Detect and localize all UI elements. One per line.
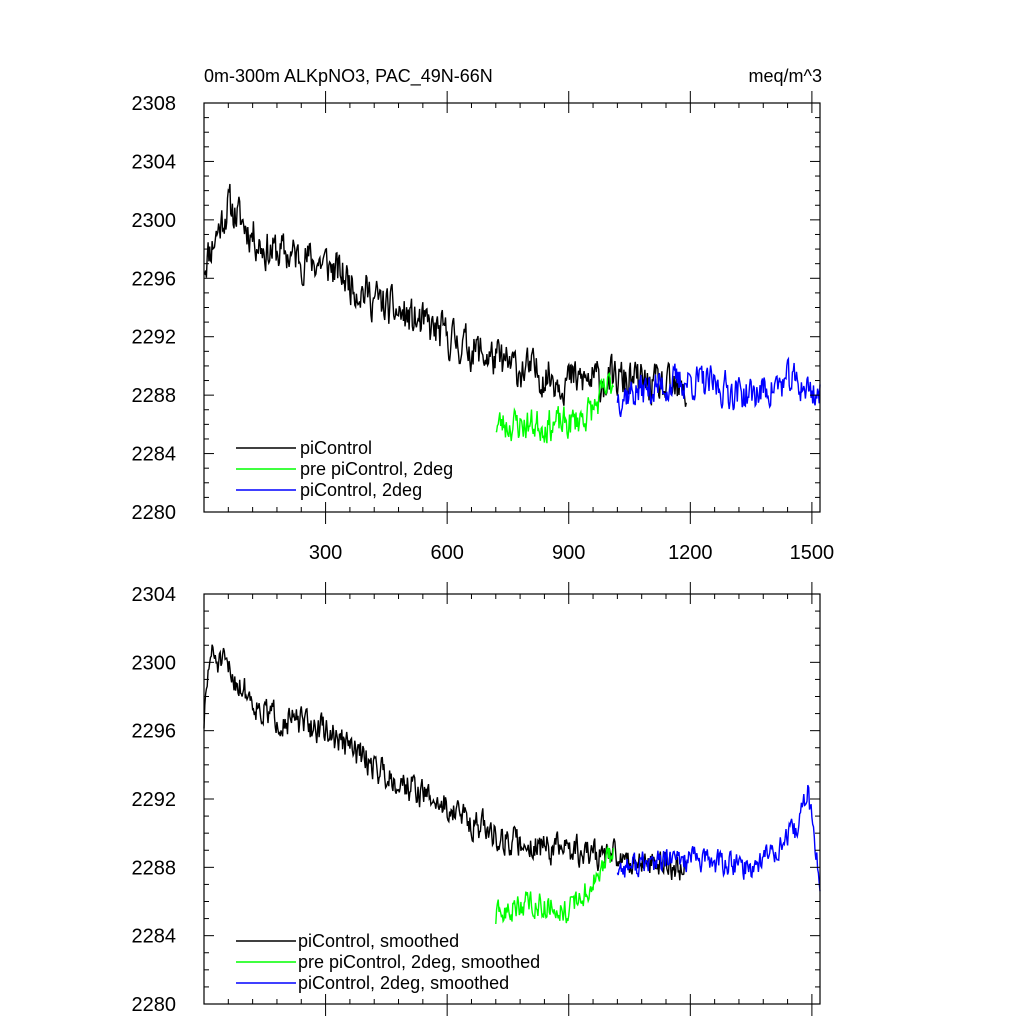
y-tick-label-1-0: 2280 xyxy=(132,994,177,1016)
y-tick-label-0-4: 2296 xyxy=(132,268,177,290)
y-tick-label-1-1: 2284 xyxy=(132,926,177,948)
series-line-1-0 xyxy=(203,644,687,881)
legend-label-picontrol-smoothed: piControl, smoothed xyxy=(298,931,459,951)
y-tick-label-0-3: 2292 xyxy=(132,327,177,349)
top-legend: piControl pre piControl, 2deg piControl,… xyxy=(236,438,453,500)
chart-title: 0m-300m ALKpNO3, PAC_49N-66N xyxy=(204,66,493,87)
bottom-chart: 2280 2284 2288 2292 2296 2300 2304 piControl, … xyxy=(132,582,821,1016)
legend-label-picontrol-2deg: piControl, 2deg xyxy=(300,480,422,500)
legend-label-picontrol: piControl xyxy=(300,438,372,458)
y-tick-label-0-5: 2300 xyxy=(132,210,177,232)
y-tick-label-1-3: 2292 xyxy=(132,789,177,811)
legend-label-picontrol-2deg-smoothed: piControl, 2deg, smoothed xyxy=(298,973,509,993)
x-tick-label-2: 900 xyxy=(552,542,585,564)
y-tick-label-1-4: 2296 xyxy=(132,721,177,743)
legend-label-pre-picontrol-smoothed: pre piControl, 2deg, smoothed xyxy=(298,952,540,972)
series-line-1-2 xyxy=(616,784,821,892)
y-tick-label-1-5: 2300 xyxy=(132,652,177,674)
top-axis-ticks: 2280 2284 2288 2292 2296 2300 2304 2308 300 600 90… xyxy=(132,91,835,564)
bottom-axis-ticks: 2280 2284 2288 2292 2296 2300 2304 xyxy=(132,582,820,1016)
series-line-0-0 xyxy=(203,183,687,407)
series-line-1-1 xyxy=(495,845,614,925)
series-line-0-1 xyxy=(495,371,614,444)
y-tick-label-0-1: 2284 xyxy=(132,444,177,466)
chart-units: meq/m^3 xyxy=(749,66,822,86)
x-tick-label-0: 300 xyxy=(309,542,342,564)
y-tick-label-1-2: 2288 xyxy=(132,857,177,879)
x-tick-label-3: 1200 xyxy=(668,542,713,564)
y-tick-label-0-0: 2280 xyxy=(132,502,177,524)
y-tick-label-1-6: 2304 xyxy=(132,584,177,606)
bottom-series-lines xyxy=(203,644,821,925)
x-tick-label-1: 600 xyxy=(430,542,463,564)
bottom-plot-frame xyxy=(203,593,821,1005)
legend-label-pre-picontrol: pre piControl, 2deg xyxy=(300,459,453,479)
top-plot-frame xyxy=(203,102,821,513)
series-line-0-2 xyxy=(616,356,821,418)
y-tick-label-0-2: 2288 xyxy=(132,385,177,407)
top-series-lines xyxy=(203,183,821,444)
y-tick-label-0-7: 2308 xyxy=(132,93,177,115)
bottom-legend: piControl, smoothed pre piControl, 2deg,… xyxy=(236,931,540,993)
y-tick-label-0-6: 2304 xyxy=(132,151,177,173)
x-tick-label-4: 1500 xyxy=(790,542,835,564)
top-chart: 0m-300m ALKpNO3, PAC_49N-66N meq/m^3 228… xyxy=(132,66,835,564)
